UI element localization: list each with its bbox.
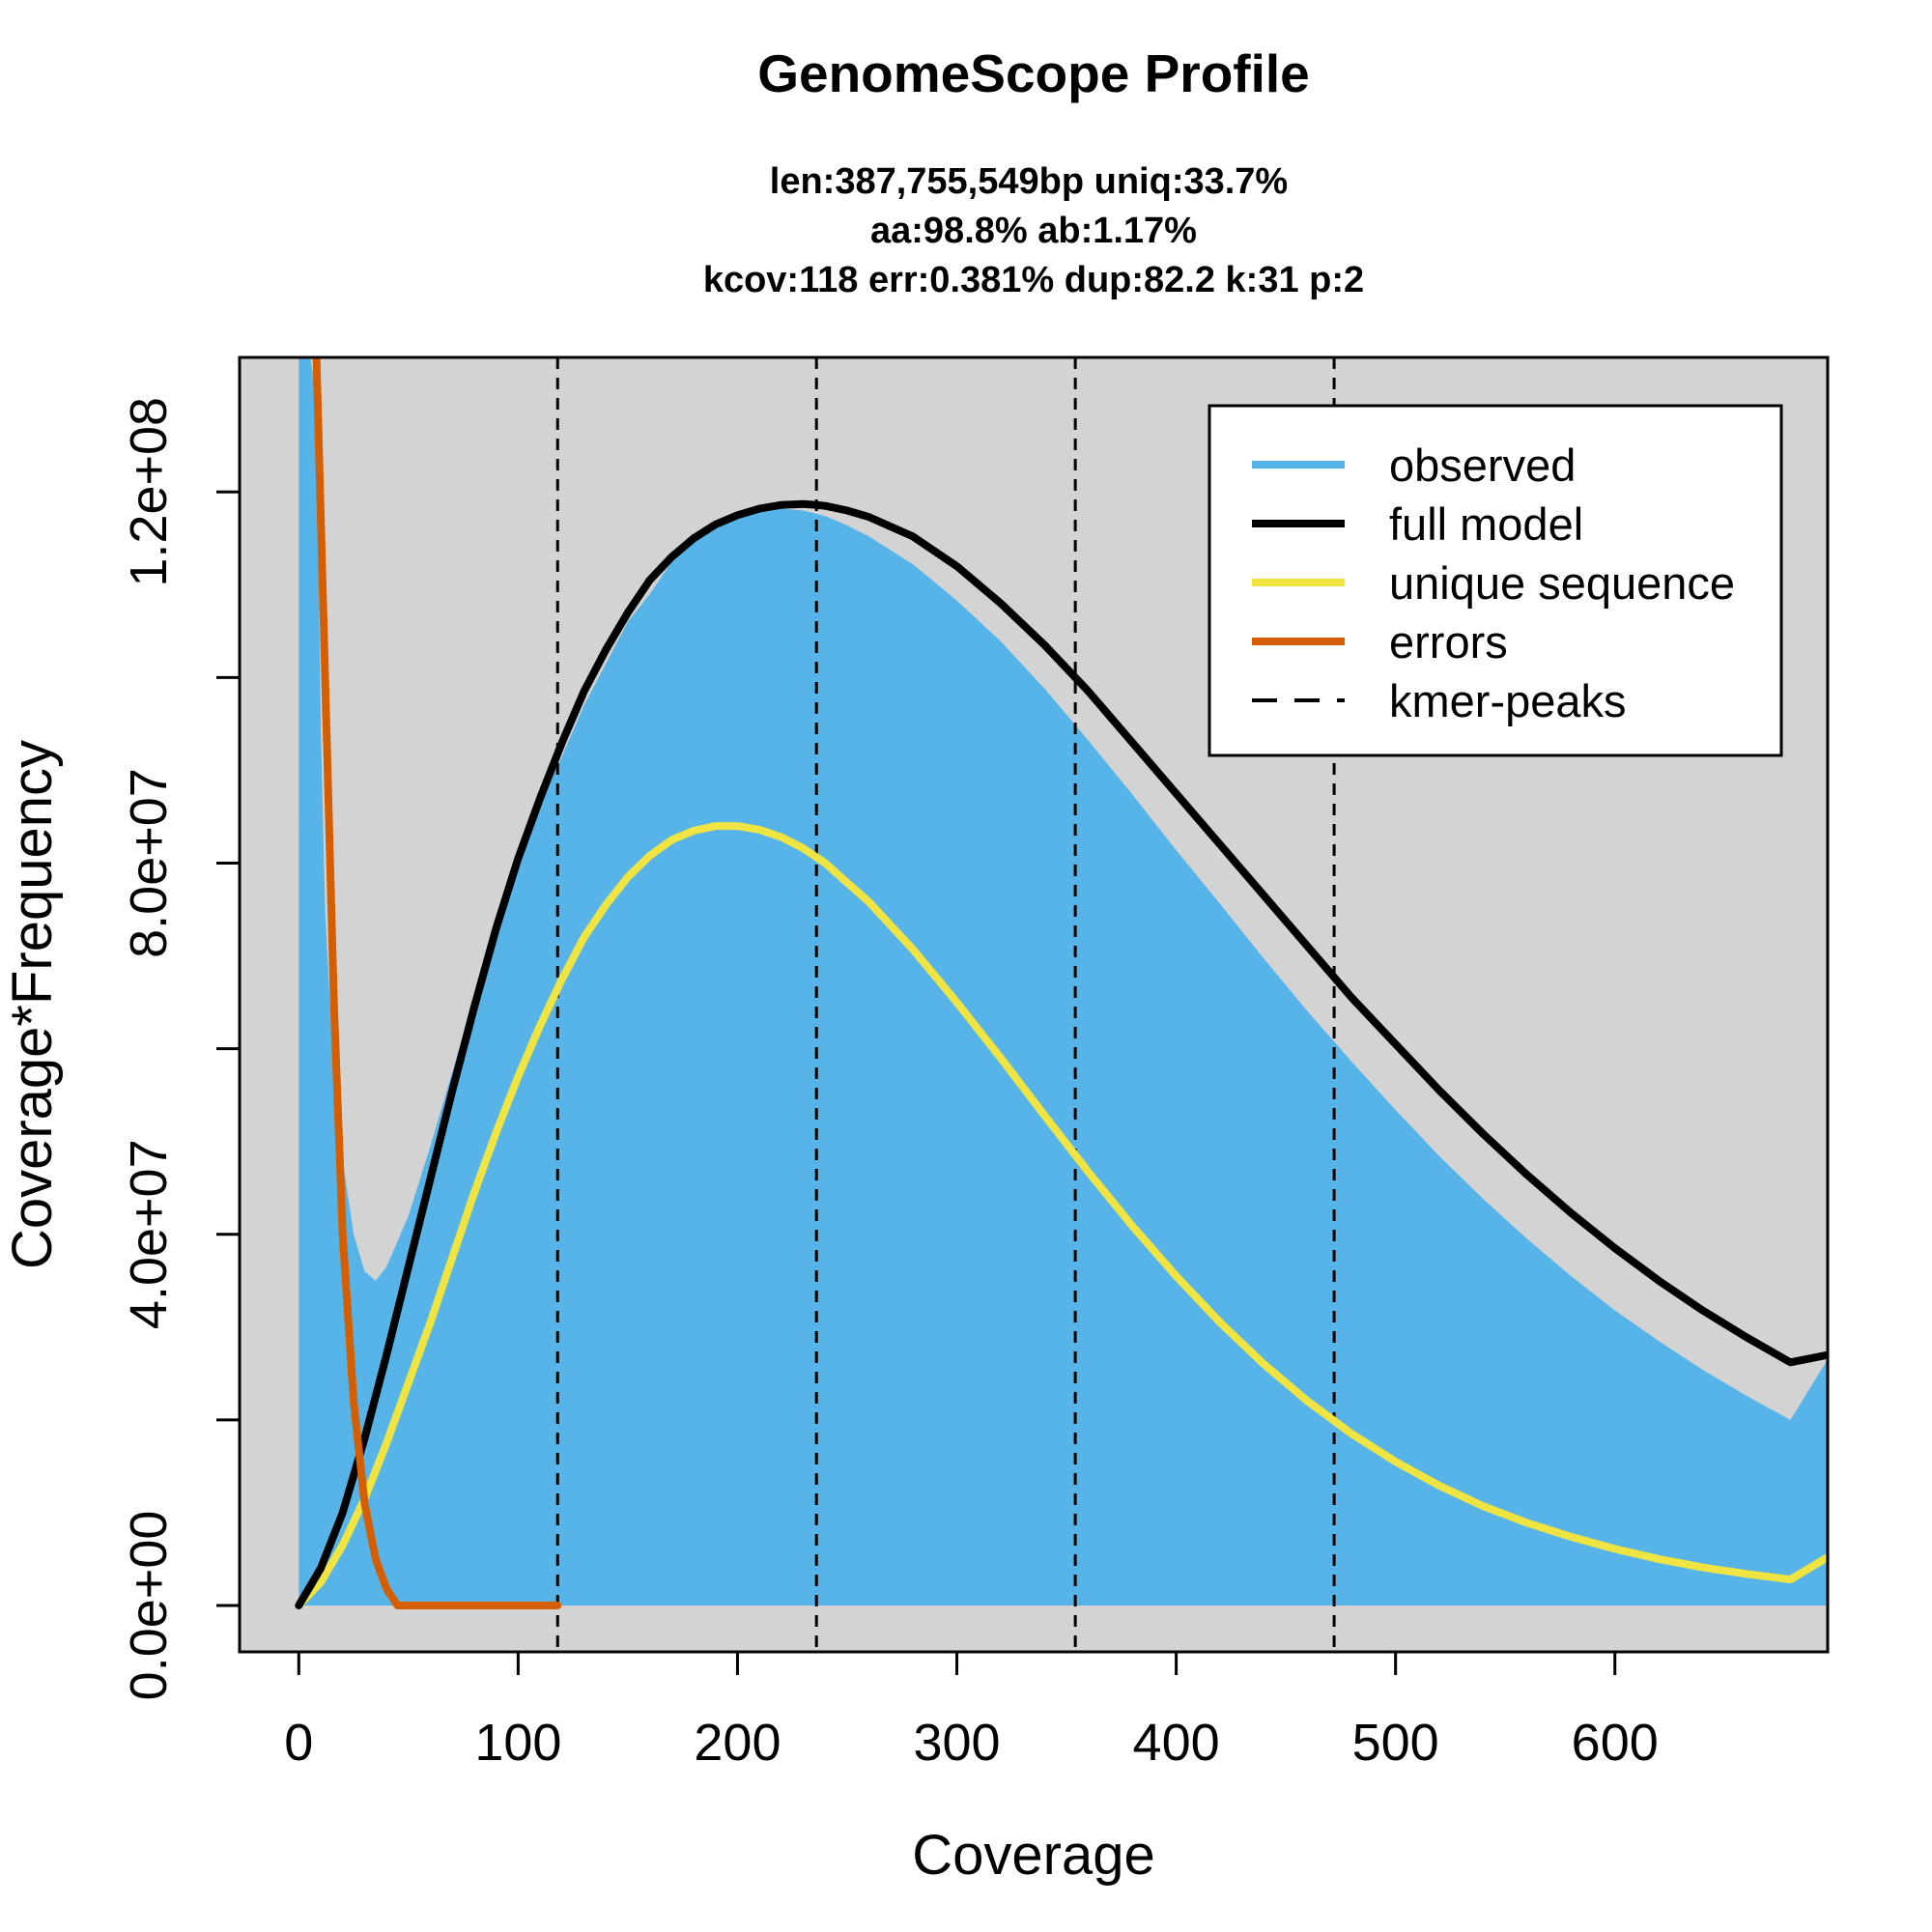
- y-tick-label-0: 0.0e+00: [120, 1511, 178, 1701]
- series-observed-area: [298, 357, 1828, 1605]
- x-tick-label-0: 0: [284, 1714, 313, 1772]
- chart-subtitle-line-2: aa:98.8% ab:1.17%: [870, 211, 1197, 251]
- legend-label-4: kmer-peaks: [1389, 675, 1627, 726]
- legend-label-1: full model: [1389, 498, 1583, 550]
- chart-subtitle-line-1: len:387,755,549bp uniq:33.7%: [770, 161, 1288, 202]
- series-full-model-line: [295, 499, 1828, 1609]
- legend-label-3: errors: [1389, 616, 1508, 668]
- legend-label-2: unique sequence: [1389, 557, 1735, 609]
- y-tick-label-6: 1.2e+08: [120, 397, 178, 587]
- y-tick-label-2: 4.0e+07: [120, 1139, 178, 1329]
- x-tick-label-300: 300: [913, 1714, 1000, 1772]
- series-errors-line: [312, 357, 562, 1609]
- x-tick-label-100: 100: [474, 1714, 561, 1772]
- series-unique-sequence-line: [295, 822, 1828, 1609]
- legend-label-0: observed: [1389, 440, 1576, 491]
- chart-subtitle-line-3: kcov:118 err:0.381% dup:82.2 k:31 p:2: [703, 260, 1364, 300]
- chart-title: GenomeScope Profile: [757, 43, 1310, 103]
- x-tick-label-500: 500: [1352, 1714, 1439, 1772]
- plot-area: [295, 357, 1828, 1652]
- legend: observed full model unique sequence errors k…: [1208, 404, 1783, 757]
- y-tick-label-4: 8.0e+07: [120, 768, 178, 958]
- x-tick-label-600: 600: [1572, 1714, 1659, 1772]
- plot-frame: [238, 355, 1830, 1654]
- y-axis-title: Coverage*Frequency: [1, 740, 64, 1269]
- axes: 0 100 200 300 400 500 600 0.0e+00 4.0e+07 8.0e+07…: [120, 355, 1830, 1772]
- x-axis-title: Coverage: [912, 1824, 1154, 1887]
- x-tick-label-200: 200: [694, 1714, 781, 1772]
- x-tick-label-400: 400: [1133, 1714, 1220, 1772]
